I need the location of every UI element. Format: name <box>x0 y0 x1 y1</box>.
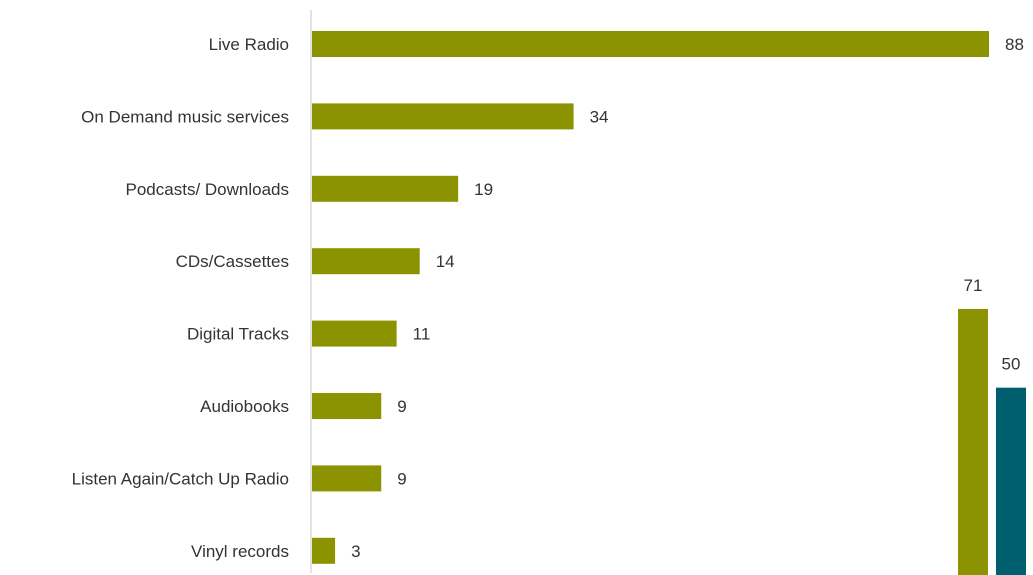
value-label-podcasts-downloads: 19 <box>474 180 493 199</box>
value-label-on-demand-music-services: 34 <box>590 107 609 126</box>
bar-vinyl-records <box>312 537 336 564</box>
value-label-digital-tracks: 11 <box>413 325 431 344</box>
bar-on-demand-music-services <box>312 103 574 130</box>
bar-listen-again-catch-up-radio <box>312 465 382 492</box>
category-label-live-radio: Live Radio <box>209 35 289 54</box>
bar-podcasts-downloads <box>312 175 459 202</box>
column-value-label-1: 71 <box>964 276 983 295</box>
category-label-vinyl-records: Vinyl records <box>191 542 289 561</box>
bar-live-radio <box>312 31 989 57</box>
value-label-audiobooks: 9 <box>397 397 406 416</box>
category-label-on-demand-music-services: On Demand music services <box>81 107 289 126</box>
value-label-live-radio: 88 <box>1005 35 1024 54</box>
column-bar-2 <box>996 387 1026 575</box>
value-label-listen-again-catch-up-radio: 9 <box>397 469 406 488</box>
value-label-cds-cassettes: 14 <box>436 252 455 271</box>
bar-cds-cassettes <box>312 248 420 275</box>
category-label-digital-tracks: Digital Tracks <box>187 325 289 344</box>
column-value-label-2: 50 <box>1002 355 1021 374</box>
category-label-listen-again-catch-up-radio: Listen Again/Catch Up Radio <box>72 469 289 488</box>
bar-digital-tracks <box>312 320 397 347</box>
category-label-podcasts-downloads: Podcasts/ Downloads <box>126 180 289 199</box>
value-label-vinyl-records: 3 <box>351 542 360 561</box>
category-label-audiobooks: Audiobooks <box>200 397 289 416</box>
column-bar-1 <box>958 309 988 575</box>
bar-audiobooks <box>312 393 382 419</box>
category-label-cds-cassettes: CDs/Cassettes <box>176 252 289 271</box>
